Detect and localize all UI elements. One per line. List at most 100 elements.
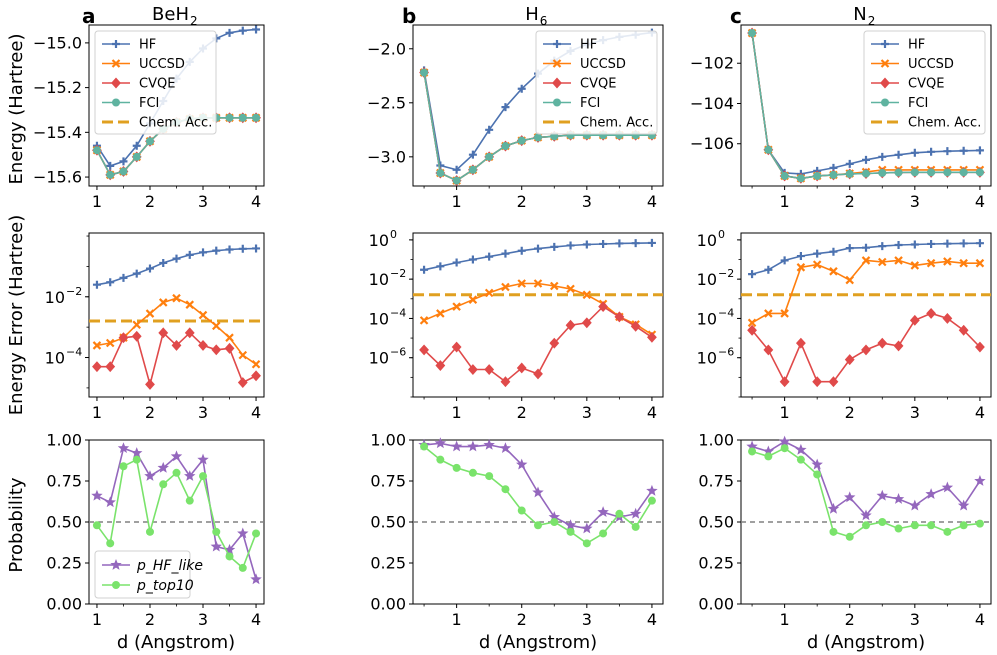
data-point	[943, 147, 952, 156]
data-point	[909, 499, 921, 511]
y-tick-label: −102	[690, 54, 734, 73]
legend-label: Chem. Acc.	[908, 116, 981, 131]
data-point	[159, 480, 168, 489]
data-point	[516, 362, 527, 374]
data-point	[238, 563, 247, 572]
data-point	[145, 378, 155, 390]
data-point	[132, 320, 142, 330]
data-point	[894, 256, 903, 265]
chart-c-prob: 1 2 3 4 0.00 0.25 0.50 0.75 1.00	[698, 431, 992, 629]
data-point	[92, 280, 101, 289]
data-point	[878, 152, 887, 161]
data-point	[419, 316, 429, 325]
legend-label: HF	[139, 38, 156, 53]
data-point	[420, 68, 429, 77]
chart-b-energy: 1 2 3 4 −3.0 −2.5 −2.0 H 6 HF UCCSD CVQE FCI Chem. Ac…	[367, 4, 664, 211]
data-point	[779, 376, 790, 388]
data-point	[582, 240, 591, 249]
data-point	[420, 265, 429, 274]
data-point	[597, 506, 609, 518]
data-point	[959, 521, 968, 530]
data-point	[614, 311, 625, 323]
data-point	[184, 327, 195, 339]
legend-label: UCCSD	[139, 57, 185, 72]
data-point	[145, 264, 154, 273]
data-point	[501, 142, 510, 151]
data-point	[566, 284, 575, 294]
data-point	[862, 155, 870, 164]
data-point	[631, 239, 640, 248]
y-tick-label: 0.00	[46, 595, 82, 614]
series-p-hf-like	[91, 442, 262, 585]
data-point	[106, 278, 115, 287]
y-tick-label: 1.00	[698, 431, 734, 450]
data-point	[467, 364, 478, 375]
data-point	[548, 511, 560, 522]
data-point	[975, 258, 985, 268]
data-point	[910, 521, 919, 530]
data-point	[829, 247, 838, 256]
y-tick-label: 10	[369, 231, 389, 250]
data-point	[647, 331, 657, 343]
panel-letter-c: c	[730, 4, 742, 28]
chart-title: H	[525, 4, 539, 25]
data-point	[581, 317, 592, 329]
data-point	[238, 26, 247, 35]
data-point	[894, 524, 903, 533]
x-tick-label: 3	[910, 610, 920, 629]
data-point	[501, 249, 510, 258]
data-point	[419, 344, 429, 356]
data-point	[483, 438, 495, 450]
data-point	[764, 145, 773, 154]
data-point	[974, 475, 986, 486]
data-point	[144, 470, 156, 481]
data-point	[860, 509, 872, 521]
data-point	[845, 169, 854, 178]
data-point	[764, 309, 773, 318]
x-tick-label: 2	[845, 192, 855, 211]
data-point	[468, 150, 477, 159]
data-point	[224, 342, 235, 354]
chart-a-error: 1 2 3 410−410−2	[45, 232, 265, 422]
data-point	[450, 440, 463, 452]
data-point	[451, 341, 462, 353]
data-point	[615, 239, 624, 248]
legend: HF UCCSD CVQE FCI Chem. Acc.	[863, 30, 986, 135]
data-point	[104, 496, 116, 508]
data-point	[748, 270, 757, 279]
data-point	[106, 170, 115, 179]
legend-label: Chem. Acc.	[580, 116, 653, 131]
series-p-top10	[92, 455, 261, 572]
row-ylabel-energy: Energy (Hartree)	[6, 34, 27, 185]
data-point	[862, 243, 870, 252]
data-point	[197, 453, 209, 465]
legend-marker	[881, 98, 889, 107]
data-point	[212, 246, 221, 255]
data-point	[959, 168, 968, 177]
data-point	[119, 462, 128, 471]
data-point	[185, 250, 194, 259]
data-point	[582, 539, 591, 548]
data-point	[211, 344, 222, 356]
data-point	[796, 263, 806, 272]
data-point	[631, 522, 640, 531]
data-point	[225, 552, 234, 561]
series-fci	[748, 29, 984, 183]
data-point	[909, 314, 920, 326]
data-point	[550, 242, 559, 251]
data-point	[910, 148, 919, 157]
legend-label: CVQE	[908, 77, 944, 92]
y-tick-label: 0.25	[370, 554, 406, 573]
y-tick-label: 10	[45, 288, 65, 307]
data-point	[581, 522, 593, 534]
data-point	[225, 28, 234, 37]
data-point	[106, 539, 115, 548]
chart-a-prob: 1 2 3 4 0.00 0.25 0.50 0.75 1.00 p_HF_like p_top10	[46, 431, 265, 629]
chart-title-subscript: 2	[190, 14, 198, 28]
data-point	[780, 309, 789, 318]
data-point	[238, 350, 248, 360]
data-point	[420, 442, 429, 451]
data-point	[212, 527, 221, 536]
data-point	[131, 447, 143, 458]
